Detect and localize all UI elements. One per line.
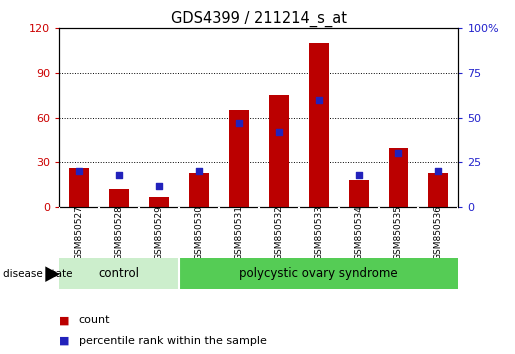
Point bbox=[115, 172, 123, 178]
Bar bbox=[149, 197, 169, 207]
Title: GDS4399 / 211214_s_at: GDS4399 / 211214_s_at bbox=[171, 11, 347, 27]
Text: GSM850533: GSM850533 bbox=[314, 205, 323, 260]
Polygon shape bbox=[45, 266, 60, 282]
Text: GSM850531: GSM850531 bbox=[234, 205, 243, 260]
Text: polycystic ovary syndrome: polycystic ovary syndrome bbox=[239, 267, 398, 280]
Bar bbox=[308, 43, 329, 207]
Text: ■: ■ bbox=[59, 336, 70, 346]
Text: GSM850534: GSM850534 bbox=[354, 205, 363, 260]
Text: disease state: disease state bbox=[3, 269, 72, 279]
Point bbox=[315, 97, 323, 103]
Text: GSM850529: GSM850529 bbox=[154, 205, 163, 260]
Text: GSM850532: GSM850532 bbox=[274, 205, 283, 260]
Text: GSM850530: GSM850530 bbox=[195, 205, 203, 260]
Bar bbox=[69, 169, 89, 207]
Point bbox=[354, 172, 363, 178]
Text: ■: ■ bbox=[59, 315, 70, 325]
Bar bbox=[189, 173, 209, 207]
Bar bbox=[229, 110, 249, 207]
Bar bbox=[349, 180, 369, 207]
Text: percentile rank within the sample: percentile rank within the sample bbox=[79, 336, 267, 346]
Point bbox=[434, 169, 442, 174]
Bar bbox=[428, 173, 449, 207]
Bar bbox=[59, 258, 179, 289]
Point bbox=[155, 183, 163, 188]
Text: count: count bbox=[79, 315, 110, 325]
Point bbox=[274, 129, 283, 135]
Bar bbox=[269, 95, 289, 207]
Bar bbox=[388, 148, 408, 207]
Point bbox=[195, 169, 203, 174]
Point bbox=[394, 151, 403, 156]
Text: control: control bbox=[98, 267, 140, 280]
Text: GSM850535: GSM850535 bbox=[394, 205, 403, 260]
Text: GSM850527: GSM850527 bbox=[75, 205, 83, 260]
Text: GSM850528: GSM850528 bbox=[115, 205, 124, 260]
Text: GSM850536: GSM850536 bbox=[434, 205, 443, 260]
Point bbox=[75, 169, 83, 174]
Point bbox=[235, 120, 243, 126]
Bar bbox=[109, 189, 129, 207]
